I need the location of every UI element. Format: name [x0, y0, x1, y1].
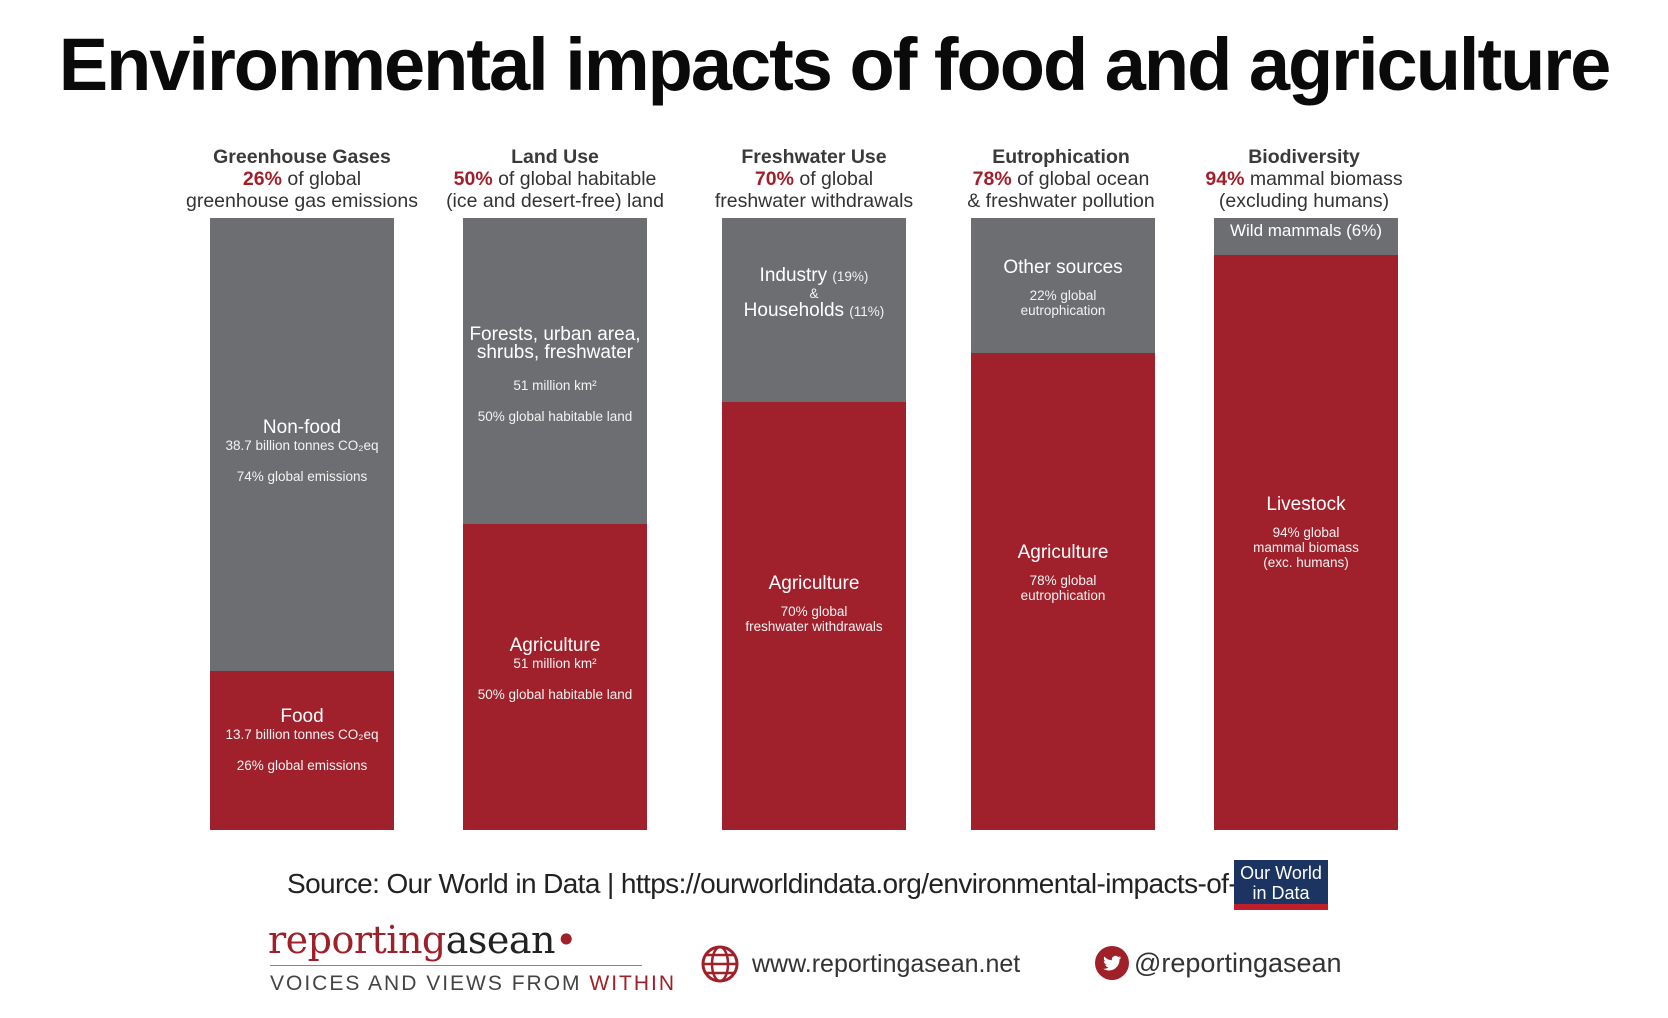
globe-icon [701, 945, 739, 983]
segment-label: Agriculture 51 million km² 50% global ha… [463, 635, 647, 703]
heading-sub1: of global [281, 168, 362, 190]
segment-label: Agriculture 70% global freshwater withdr… [722, 573, 906, 635]
brand-divider [270, 965, 642, 966]
page-title: Environmental impacts of food and agricu… [58, 23, 1612, 106]
bar-eutrophication: Other sources 22% global eutrophication … [971, 218, 1155, 830]
bar-greenhouse-gases: Non-food 38.7 billion tonnes CO₂eq 74% g… [210, 218, 394, 830]
segment-line1: 38.7 billion tonnes CO₂eq [225, 438, 379, 453]
brand-part1: reporting [268, 918, 446, 962]
segment-label: Other sources 22% global eutrophication [971, 257, 1155, 319]
bar-land-use: Forests, urban area, shrubs, freshwater … [463, 218, 647, 830]
segment-line2: freshwater withdrawals [745, 619, 883, 634]
heading-label: Land Use [511, 146, 599, 168]
segment-title: Food [280, 706, 324, 727]
segment-line1: 51 million km² [513, 656, 597, 671]
bar-segment-food: Food 13.7 billion tonnes CO₂eq 26% globa… [210, 671, 394, 830]
bar-freshwater-use: Industry (19%) & Households (11%) Agricu… [722, 218, 906, 830]
twitter-handle[interactable]: @reportingasean [1134, 948, 1342, 978]
segment-title: Agriculture [509, 635, 601, 656]
segment-line2: 74% global emissions [236, 469, 368, 484]
segment-line1: 22% global [1029, 288, 1097, 303]
segment-title: Non-food [262, 417, 342, 438]
heading-label: Freshwater Use [741, 146, 887, 168]
segment-pct: (19%) [832, 269, 869, 284]
segment-line1: 13.7 billion tonnes CO₂eq [225, 727, 379, 742]
bar-segment-livestock: Livestock 94% global mammal biomass (exc… [1214, 255, 1398, 830]
logo-line2: in Data [1252, 883, 1310, 903]
bar-biodiversity: Wild mammals (6%) Livestock 94% global m… [1214, 218, 1398, 830]
segment-label: Industry (19%) & Households (11%) [722, 266, 906, 321]
segment-line2: 50% global habitable land [477, 409, 633, 424]
segment-title: Industry [759, 265, 828, 286]
heading-label: Greenhouse Gases [213, 146, 391, 168]
tagline: VOICES AND VIEWS FROM WITHIN [270, 972, 676, 996]
heading-sub2: (excluding humans) [1218, 190, 1390, 212]
twitter-icon [1095, 946, 1129, 980]
logo-line1: Our World [1240, 863, 1322, 883]
segment-title: Forests, urban area, shrubs, freshwater [469, 324, 641, 363]
column-heading-ghg: Greenhouse Gases 26% of global greenhous… [172, 146, 432, 212]
segment-line1: 78% global [1029, 573, 1097, 588]
segment-line1: 51 million km² [513, 378, 597, 393]
bar-segment-agriculture: Agriculture 70% global freshwater withdr… [722, 402, 906, 830]
segment-line2: eutrophication [1020, 303, 1106, 318]
tagline-part2: WITHIN [589, 972, 677, 995]
heading-sub2: & freshwater pollution [967, 190, 1155, 212]
segment-line2: 26% global emissions [236, 758, 368, 773]
our-world-in-data-logo: Our World in Data [1234, 860, 1328, 910]
brand-part2: asean [445, 918, 556, 962]
segment-title: Livestock [1266, 494, 1346, 515]
heading-label: Eutrophication [992, 146, 1130, 168]
tagline-part1: VOICES AND VIEWS FROM [270, 972, 590, 995]
segment-label: Non-food 38.7 billion tonnes CO₂eq 74% g… [210, 417, 394, 485]
heading-pct: 70% [754, 168, 794, 190]
heading-sub1: of global [793, 168, 874, 190]
heading-label: Biodiversity [1248, 146, 1360, 168]
brand-dot: • [555, 918, 577, 962]
bar-segment-agriculture: Agriculture 51 million km² 50% global ha… [463, 524, 647, 830]
heading-pct: 94% [1205, 168, 1245, 190]
heading-pct: 26% [242, 168, 282, 190]
segment-pct: (11%) [849, 304, 885, 319]
website-link[interactable]: www.reportingasean.net [752, 950, 1021, 978]
segment-line2: 50% global habitable land [477, 687, 633, 702]
source-attribution: Source: Our World in Data | https://ourw… [287, 868, 1290, 899]
column-heading-land: Land Use 50% of global habitable (ice an… [425, 146, 685, 212]
segment-amp: & [809, 286, 819, 301]
segment-line3: (exc. humans) [1263, 555, 1349, 570]
segment-label: Wild mammals (6%) [1214, 221, 1398, 241]
segment-label: Agriculture 78% global eutrophication [971, 542, 1155, 604]
heading-sub2: (ice and desert-free) land [446, 190, 664, 212]
segment-line1: 70% global [780, 604, 848, 619]
column-heading-eutrophication: Eutrophication 78% of global ocean & fre… [931, 146, 1191, 212]
heading-pct: 50% [453, 168, 493, 190]
column-heading-freshwater: Freshwater Use 70% of global freshwater … [684, 146, 944, 212]
segment-label: Livestock 94% global mammal biomass (exc… [1214, 494, 1398, 571]
segment-title: Wild mammals (6%) [1229, 221, 1383, 240]
bar-segment-other-land: Forests, urban area, shrubs, freshwater … [463, 218, 647, 524]
segment-label: Food 13.7 billion tonnes CO₂eq 26% globa… [210, 706, 394, 774]
segment-title: Households [743, 300, 845, 321]
heading-sub1: of global habitable [492, 168, 657, 190]
segment-label: Forests, urban area, shrubs, freshwater … [463, 324, 647, 424]
segment-title: Agriculture [1017, 542, 1109, 563]
heading-sub1: of global ocean [1011, 168, 1150, 190]
heading-sub1: mammal biomass [1244, 168, 1403, 190]
bar-segment-nonfood: Non-food 38.7 billion tonnes CO₂eq 74% g… [210, 218, 394, 671]
segment-line1: 94% global [1272, 525, 1340, 540]
segment-line2: eutrophication [1020, 588, 1106, 603]
bar-segment-other-sources: Other sources 22% global eutrophication [971, 218, 1155, 353]
heading-pct: 78% [972, 168, 1012, 190]
bar-segment-industry-households: Industry (19%) & Households (11%) [722, 218, 906, 402]
segment-line2: mammal biomass [1253, 540, 1359, 555]
heading-sub2: freshwater withdrawals [714, 190, 914, 212]
bar-segment-wild-mammals: Wild mammals (6%) [1214, 218, 1398, 255]
segment-title: Other sources [1003, 257, 1123, 278]
bar-segment-agriculture: Agriculture 78% global eutrophication [971, 353, 1155, 830]
segment-title: Agriculture [768, 573, 860, 594]
column-heading-biodiversity: Biodiversity 94% mammal biomass (excludi… [1174, 146, 1434, 212]
heading-sub2: greenhouse gas emissions [186, 190, 418, 212]
reportingasean-logo: reportingasean• [268, 918, 577, 962]
